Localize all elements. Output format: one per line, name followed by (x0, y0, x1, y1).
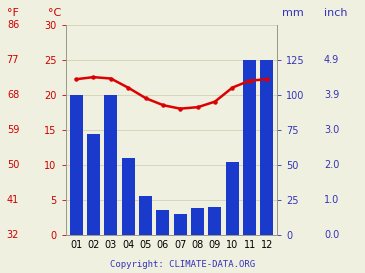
Bar (174, 214, 187, 235)
Text: °C: °C (48, 8, 61, 18)
Bar (191, 208, 204, 235)
Text: Copyright: CLIMATE-DATA.ORG: Copyright: CLIMATE-DATA.ORG (110, 260, 255, 269)
Text: 1.0: 1.0 (324, 195, 339, 205)
Bar (70, 95, 82, 235)
Text: 2.0: 2.0 (324, 160, 339, 170)
Text: 41: 41 (7, 195, 19, 205)
Bar (261, 60, 273, 235)
Text: 59: 59 (7, 125, 19, 135)
Text: 50: 50 (7, 160, 19, 170)
Bar (243, 60, 256, 235)
Text: 77: 77 (7, 55, 19, 65)
Bar (139, 195, 152, 235)
Text: 68: 68 (7, 90, 19, 100)
Text: mm: mm (282, 8, 303, 18)
Text: 0.0: 0.0 (324, 230, 339, 240)
Bar (87, 134, 100, 235)
Text: inch: inch (324, 8, 347, 18)
Bar (122, 158, 135, 235)
Bar (156, 210, 169, 235)
Bar (104, 95, 117, 235)
Text: °F: °F (7, 8, 19, 18)
Text: 3.0: 3.0 (324, 125, 339, 135)
Text: 3.9: 3.9 (324, 90, 339, 100)
Text: 32: 32 (7, 230, 19, 240)
Bar (208, 207, 222, 235)
Bar (226, 162, 239, 235)
Text: 86: 86 (7, 20, 19, 29)
Text: 4.9: 4.9 (324, 55, 339, 65)
